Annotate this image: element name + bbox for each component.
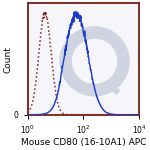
X-axis label: Mouse CD80 (16-10A1) APC: Mouse CD80 (16-10A1) APC [21,138,146,147]
Y-axis label: Count: Count [3,46,12,73]
FancyArrow shape [108,83,120,94]
